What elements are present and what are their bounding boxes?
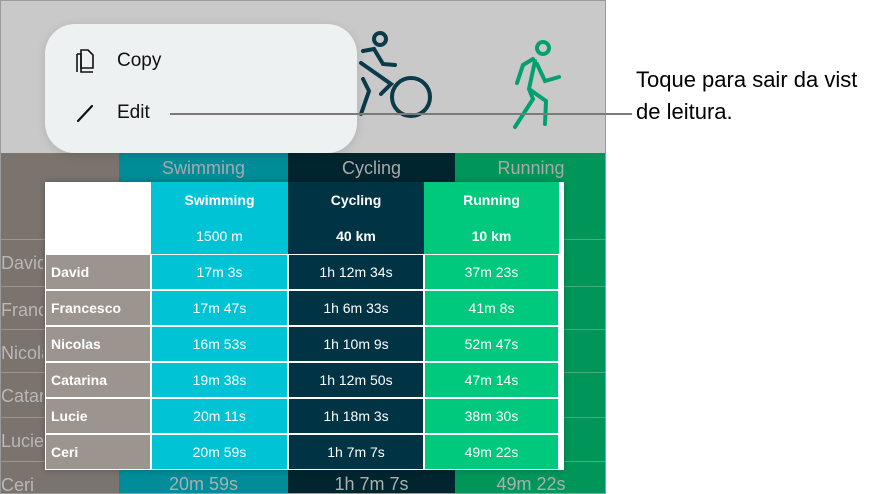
screen: Swimming Cycling Running DavidFrancescoN… — [0, 0, 606, 494]
cell-cycling: 1h 12m 50s — [289, 363, 423, 397]
cell-running: 47m 14s — [425, 363, 558, 397]
bg-row-name: Francesco — [1, 300, 43, 320]
copy-label: Copy — [117, 50, 162, 71]
cyclist-icon — [359, 31, 432, 118]
distance-cycling: 40 km — [288, 218, 424, 254]
bg-header-running: Running — [497, 158, 565, 178]
menu-item-edit[interactable]: Edit — [75, 102, 150, 124]
runner-icon — [513, 40, 561, 129]
row-name: Lucie — [46, 399, 150, 433]
cell-cycling: 1h 10m 9s — [289, 327, 423, 361]
row-name: Francesco — [46, 291, 150, 325]
bg-row-name: Ceri — [1, 475, 35, 494]
cell-running: 37m 23s — [425, 255, 558, 289]
bg-row-name: Catarina — [1, 386, 43, 406]
cell-cycling: 1h 12m 34s — [289, 255, 423, 289]
callout-line-1: Toque para sair da vist — [636, 67, 858, 92]
bg-row-name: Lucie — [1, 431, 43, 451]
callout-line — [170, 113, 632, 115]
header-swimming: Swimming — [151, 182, 288, 218]
cell-swimming: 16m 53s — [152, 327, 287, 361]
bg-row-name: Nicolas — [1, 343, 43, 363]
bg-cell-swimming: 20m 59s — [168, 474, 239, 494]
pencil-icon — [76, 104, 94, 123]
cell-running: 41m 8s — [425, 291, 558, 325]
header-cycling: Cycling — [288, 182, 424, 218]
row-name: Nicolas — [46, 327, 150, 361]
bg-header-cycling: Cycling — [341, 158, 402, 178]
row-name: Ceri — [46, 435, 150, 469]
context-menu: Copy Edit — [45, 24, 357, 153]
cell-running: 38m 30s — [425, 399, 558, 433]
cell-swimming: 20m 59s — [152, 435, 287, 469]
corner-cell — [45, 182, 151, 254]
bg-cell-running: 49m 22s — [496, 474, 566, 494]
bg-row-name: David — [1, 253, 43, 273]
cell-swimming: 20m 11s — [152, 399, 287, 433]
row-name: Catarina — [46, 363, 150, 397]
distance-swimming: 1500 m — [151, 218, 288, 254]
distance-running: 10 km — [424, 218, 559, 254]
cell-cycling: 1h 18m 3s — [289, 399, 423, 433]
callout-line-2: de leitura. — [636, 99, 733, 124]
callout-text: Toque para sair da vist de leitura. — [636, 64, 857, 128]
reading-view-table: Swimming 1500 m Cycling 40 km Running 10 km Da… — [45, 182, 564, 470]
cell-cycling: 1h 6m 33s — [289, 291, 423, 325]
bg-cell-cycling: 1h 7m 7s — [334, 474, 409, 494]
bg-header-swimming: Swimming — [161, 158, 245, 178]
cell-swimming: 19m 38s — [152, 363, 287, 397]
cell-swimming: 17m 47s — [152, 291, 287, 325]
row-name: David — [46, 255, 150, 289]
header-running: Running — [424, 182, 559, 218]
cell-running: 49m 22s — [425, 435, 558, 469]
copy-icon — [76, 49, 94, 73]
menu-item-copy[interactable]: Copy — [75, 48, 161, 74]
cell-cycling: 1h 7m 7s — [289, 435, 423, 469]
edit-label: Edit — [117, 102, 150, 123]
cell-running: 52m 47s — [425, 327, 558, 361]
cell-swimming: 17m 3s — [152, 255, 287, 289]
